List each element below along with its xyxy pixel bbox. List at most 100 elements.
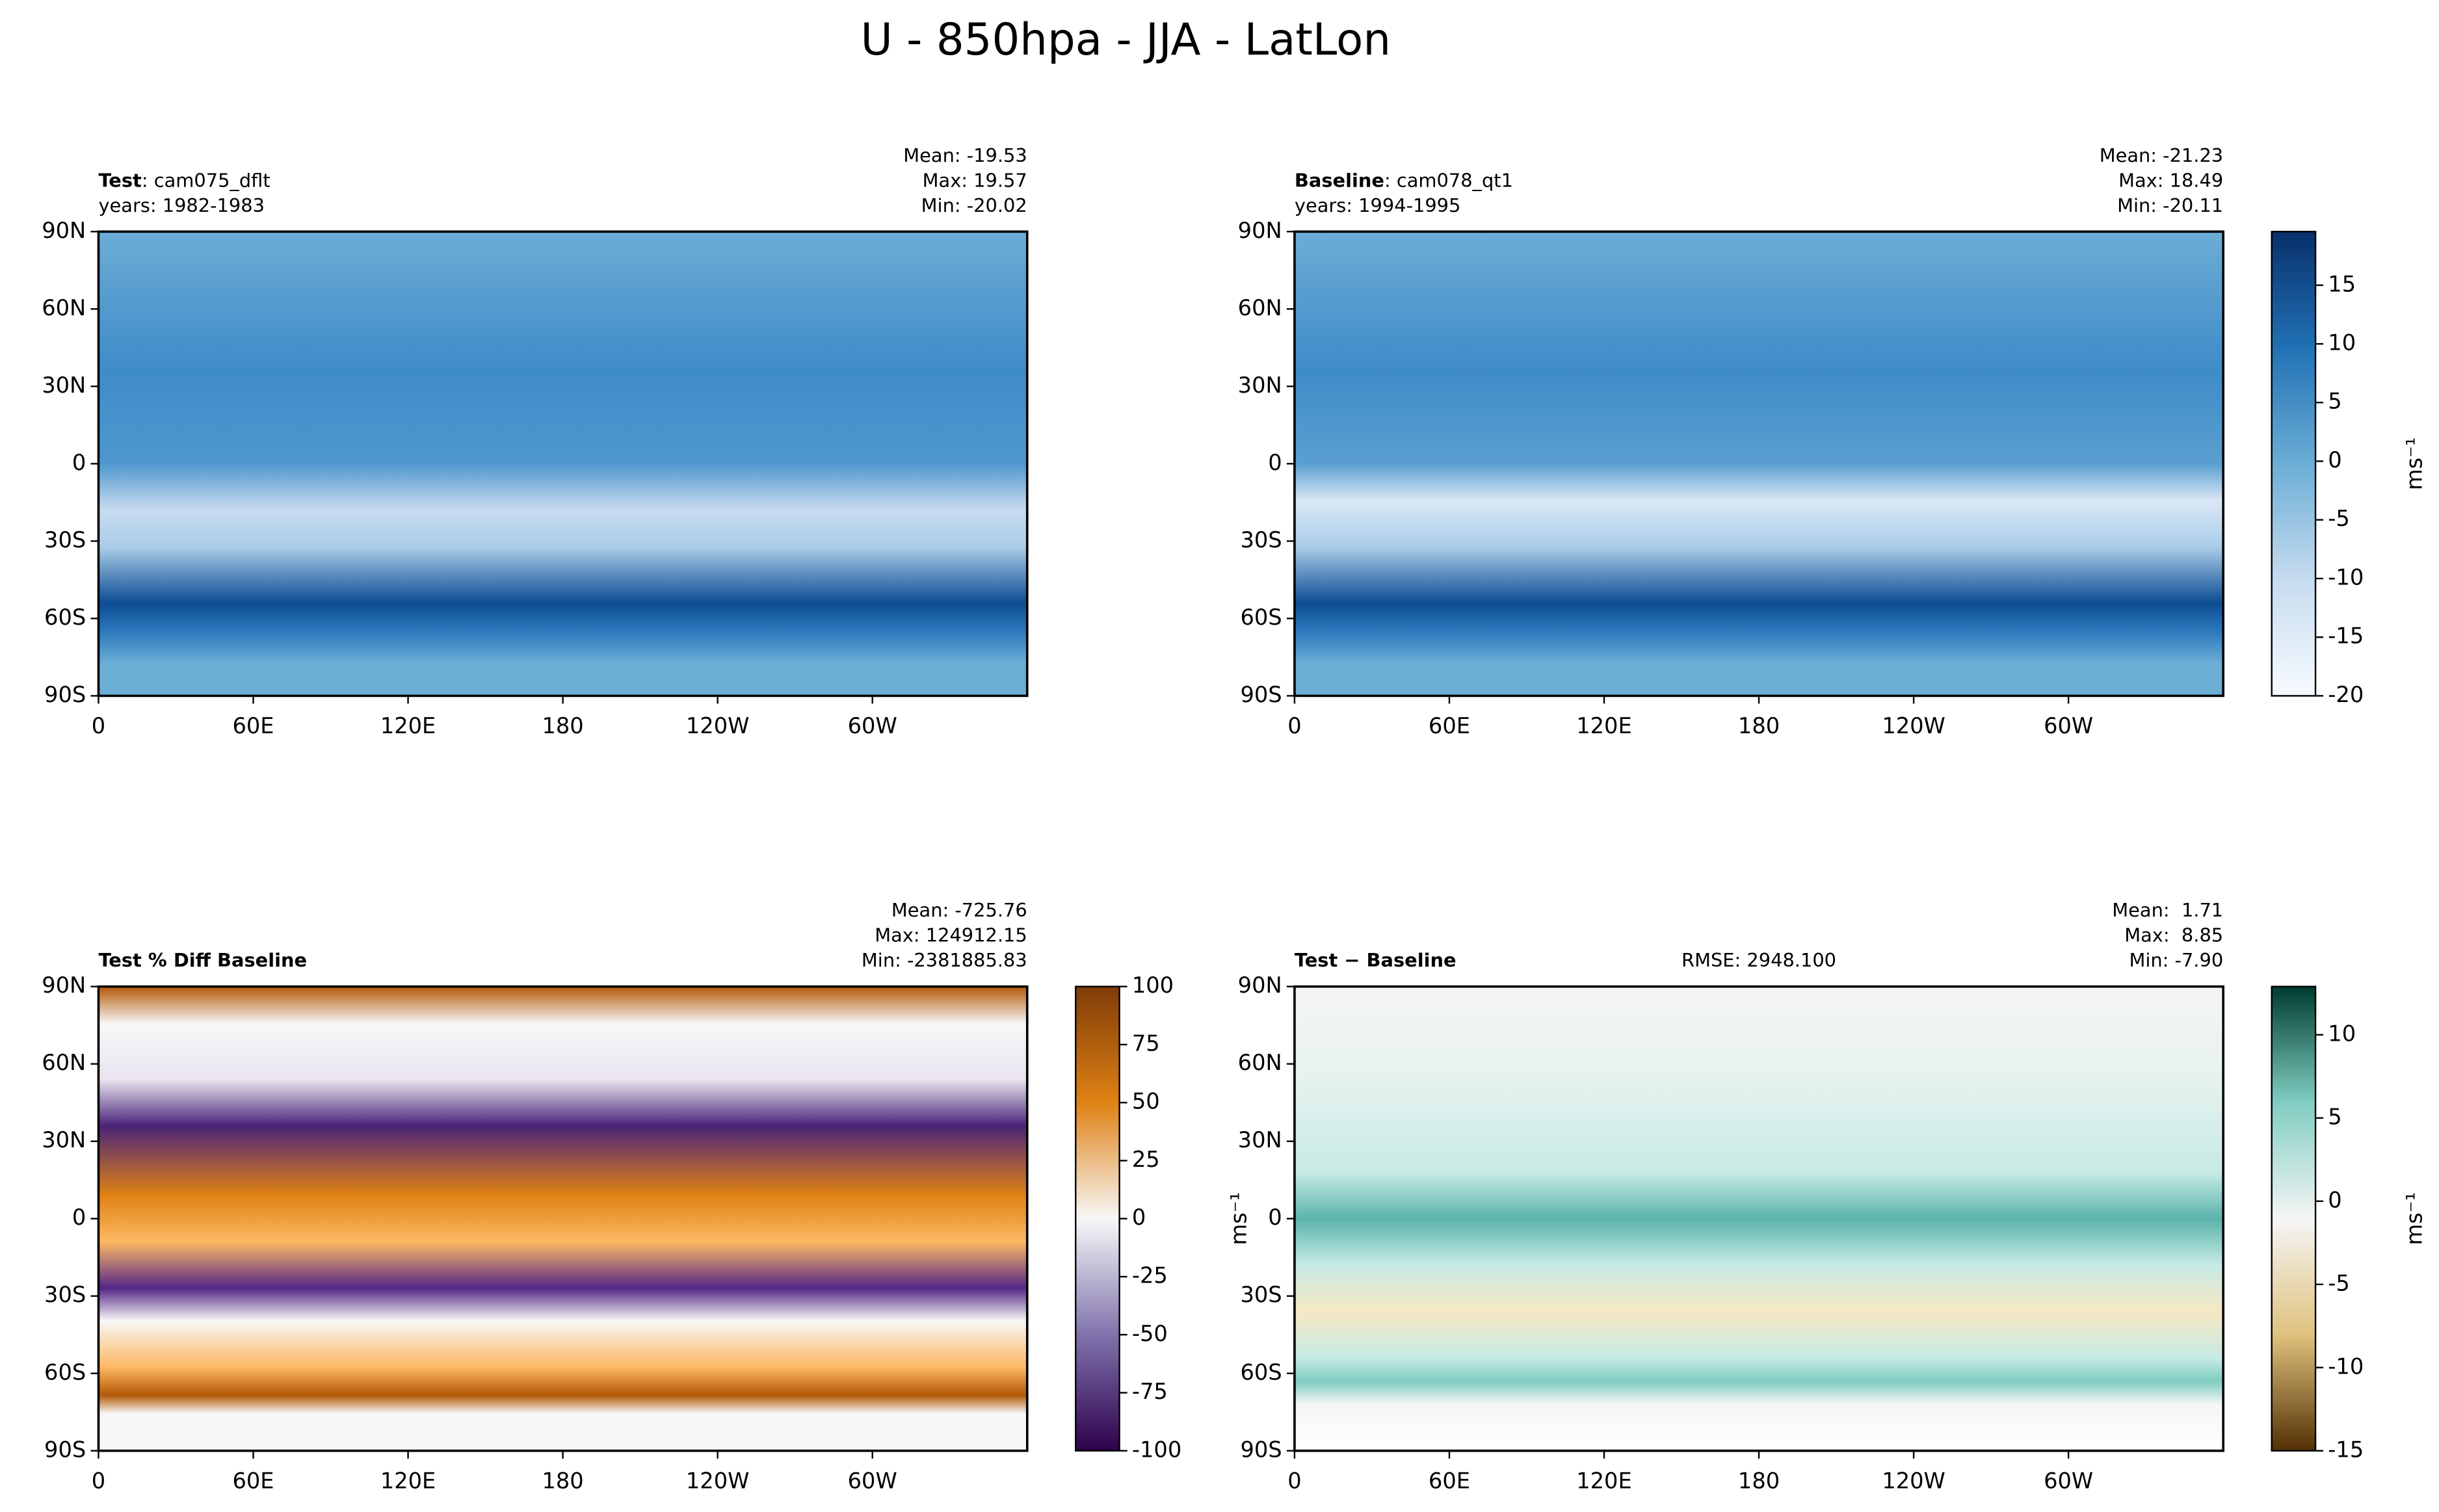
x-tick-label: 180 <box>1738 713 1780 738</box>
x-tick-label: 120E <box>1576 713 1632 738</box>
y-tick-label: 0 <box>1268 1205 1282 1230</box>
x-tick-label: 60W <box>848 713 897 738</box>
x-tick-label: 180 <box>1738 1468 1780 1493</box>
colorbar-tick-label: 0 <box>2328 447 2341 473</box>
y-tick-label: 30S <box>44 527 86 553</box>
colorbar-tick-label: -50 <box>1132 1321 1168 1346</box>
colorbar <box>2271 985 2317 1452</box>
map-field <box>1294 986 2224 1451</box>
colorbar-tick-label: -75 <box>1132 1379 1168 1404</box>
y-tick-label: 30N <box>1238 1127 1282 1153</box>
colorbar-tick-label: -10 <box>2328 564 2364 590</box>
y-tick-label: 90S <box>44 1437 86 1462</box>
panel-label: Test % Diff Baseline <box>98 949 307 971</box>
case-name: : cam078_qt1 <box>1384 169 1513 191</box>
case-name: : cam075_dflt <box>142 169 270 191</box>
y-tick-label: 60N <box>42 1050 86 1075</box>
colorbar-tick-label: -5 <box>2328 1270 2350 1296</box>
colorbar-tick-label: -10 <box>2328 1353 2364 1379</box>
stat: Max: 19.57 <box>923 169 1027 191</box>
y-tick-label: 90S <box>1240 682 1282 707</box>
colorbar-tick-label: 15 <box>2328 271 2356 296</box>
colorbar-tick-label: -15 <box>2328 623 2364 649</box>
y-tick-label: 60N <box>1238 1050 1282 1075</box>
colorbar-tick-label: 25 <box>1132 1147 1160 1172</box>
x-tick-label: 0 <box>1287 1468 1301 1493</box>
colorbar-tick-label: 0 <box>2328 1187 2341 1212</box>
years: years: 1994-1995 <box>1295 194 1460 216</box>
stat: Mean: 1.71 <box>2112 899 2223 921</box>
y-tick-label: 0 <box>1268 450 1282 475</box>
x-tick-label: 120E <box>1576 1468 1632 1493</box>
x-tick-label: 180 <box>542 1468 583 1493</box>
colorbar-tick-label: -25 <box>1132 1262 1168 1288</box>
stat: Min: -7.90 <box>2129 949 2223 971</box>
colorbar-tick-label: -100 <box>1132 1437 1181 1462</box>
y-tick-label: 90S <box>1240 1437 1282 1462</box>
y-tick-label: 30S <box>1240 1282 1282 1307</box>
x-tick-label: 0 <box>1287 713 1301 738</box>
map-field <box>1294 231 2224 696</box>
colorbar-tick-label: 5 <box>2328 1104 2341 1129</box>
x-tick-label: 120W <box>1882 1468 1945 1493</box>
y-tick-label: 90N <box>42 972 86 998</box>
colorbar <box>2271 231 2317 697</box>
panel-label: Baseline: cam078_qt1 <box>1295 169 1513 191</box>
years: years: 1982-1983 <box>98 194 264 216</box>
stat: Max: 124912.15 <box>875 924 1027 946</box>
stat: Mean: -725.76 <box>891 899 1027 921</box>
colorbar <box>1075 985 1120 1452</box>
y-tick-label: 30S <box>1240 527 1282 553</box>
panel-label: Test − Baseline <box>1295 949 1457 971</box>
y-tick-label: 30N <box>42 372 86 398</box>
x-tick-label: 60W <box>2044 713 2093 738</box>
colorbar-label: ms⁻¹ <box>2401 437 2427 491</box>
stat: Max: 18.49 <box>2118 169 2223 191</box>
stat: Max: 8.85 <box>2124 924 2223 946</box>
colorbar-tick-label: 0 <box>1132 1205 1146 1230</box>
stat: Min: -20.02 <box>921 194 1027 216</box>
x-tick-label: 0 <box>92 713 105 738</box>
stat: Min: -2381885.83 <box>862 949 1027 971</box>
x-tick-label: 60W <box>2044 1468 2093 1493</box>
x-tick-label: 0 <box>92 1468 105 1493</box>
x-tick-label: 60E <box>1429 1468 1470 1493</box>
y-tick-label: 90S <box>44 682 86 707</box>
x-tick-label: 120W <box>1882 713 1945 738</box>
y-tick-label: 90N <box>1238 218 1282 243</box>
colorbar-tick-label: 10 <box>2328 1021 2356 1046</box>
stat: Mean: -19.53 <box>903 144 1027 166</box>
x-tick-label: 120E <box>380 1468 436 1493</box>
y-tick-label: 90N <box>42 218 86 243</box>
colorbar-tick-label: 50 <box>1132 1089 1160 1114</box>
y-tick-label: 30N <box>1238 372 1282 398</box>
figure-title: U - 850hpa - JJA - LatLon <box>860 14 1391 65</box>
map-field <box>98 231 1027 696</box>
colorbar-tick-label: -15 <box>2328 1437 2364 1462</box>
colorbar-tick-label: -20 <box>2328 682 2364 707</box>
colorbar-tick-label: 100 <box>1132 972 1174 998</box>
y-tick-label: 60N <box>42 295 86 320</box>
x-tick-label: 60E <box>232 713 274 738</box>
stat: Min: -20.11 <box>2117 194 2223 216</box>
y-tick-label: 60S <box>44 1359 86 1385</box>
x-tick-label: 120W <box>686 713 750 738</box>
y-tick-label: 60N <box>1238 295 1282 320</box>
y-tick-label: 60S <box>1240 605 1282 630</box>
y-tick-label: 90N <box>1238 972 1282 998</box>
colorbar-tick-label: 10 <box>2328 330 2356 356</box>
colorbar-tick-label: 75 <box>1132 1030 1160 1056</box>
x-tick-label: 120E <box>380 713 436 738</box>
x-tick-label: 60E <box>232 1468 274 1493</box>
x-tick-label: 120W <box>686 1468 750 1493</box>
y-tick-label: 30S <box>44 1282 86 1307</box>
y-tick-label: 30N <box>42 1127 86 1153</box>
map-field <box>98 986 1027 1451</box>
colorbar-label: ms⁻¹ <box>2401 1192 2427 1245</box>
rmse: RMSE: 2948.100 <box>1681 949 1836 971</box>
x-tick-label: 60E <box>1429 713 1470 738</box>
y-tick-label: 0 <box>72 450 86 475</box>
panel-label: Test: cam075_dflt <box>98 169 270 191</box>
